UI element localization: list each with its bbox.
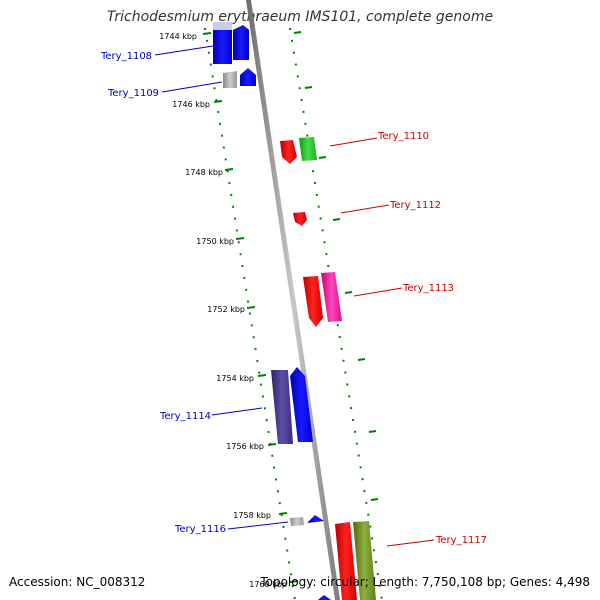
genome-backbone xyxy=(246,0,340,600)
gene-arrow[interactable] xyxy=(318,595,331,600)
length-label: Length: xyxy=(372,575,419,589)
tick-label: 1758 kbp xyxy=(233,511,271,520)
tick-mark xyxy=(318,156,327,159)
tick-label: 1750 kbp xyxy=(196,237,234,246)
tick-mark xyxy=(357,358,366,361)
leader-line xyxy=(353,287,403,297)
tick-mark xyxy=(289,580,299,583)
gene-arrow[interactable] xyxy=(280,140,297,164)
leader-line xyxy=(161,81,223,93)
gene-tery-1117[interactable] xyxy=(335,521,376,600)
gene-arrow[interactable] xyxy=(240,68,256,86)
tick-label: 1746 kbp xyxy=(172,100,210,109)
tick-mark xyxy=(370,498,379,501)
topology-label: Topology: xyxy=(260,575,317,589)
leader-line xyxy=(211,407,263,416)
gene-label-tery-1114[interactable]: Tery_1114 xyxy=(159,411,211,422)
genes-value: 4,498 xyxy=(555,575,590,589)
tick-mark xyxy=(267,443,277,446)
gene-tery-1109[interactable] xyxy=(223,68,256,88)
page-title: Trichodesmium erythraeum IMS101, complet… xyxy=(106,9,494,25)
tick-mark xyxy=(235,237,245,240)
accession-value: NC_008312 xyxy=(76,575,146,589)
tick-mark xyxy=(344,291,353,294)
gene-tery-1108[interactable] xyxy=(213,22,249,64)
tick-mark xyxy=(213,100,223,103)
tick-label: 1756 kbp xyxy=(226,442,264,451)
gene-arrow[interactable] xyxy=(290,367,313,442)
gene-label-tery-1110[interactable]: Tery_1110 xyxy=(377,131,429,142)
gene-label-tery-1117[interactable]: Tery_1117 xyxy=(435,535,487,546)
leader-line xyxy=(154,45,214,56)
gene-arrow[interactable] xyxy=(299,137,317,161)
tick-label: 1752 kbp xyxy=(207,305,245,314)
gene-label-tery-1108[interactable]: Tery_1108 xyxy=(100,51,152,62)
tick-mark xyxy=(368,430,377,433)
leader-line xyxy=(340,204,390,214)
gene-label-tery-1116[interactable]: Tery_1116 xyxy=(174,524,226,535)
gene-label-tery-1113[interactable]: Tery_1113 xyxy=(402,283,454,294)
leader-line xyxy=(329,137,378,147)
gene-label-tery-1109[interactable]: Tery_1109 xyxy=(107,88,159,99)
tick-mark xyxy=(224,168,234,171)
tick-mark xyxy=(246,306,256,309)
tick-mark xyxy=(304,86,313,89)
accession-label: Accession: xyxy=(9,575,73,589)
gene-arrow[interactable] xyxy=(303,276,323,327)
gene-arrow[interactable] xyxy=(293,212,307,226)
leader-line xyxy=(386,539,435,547)
gene-arrow[interactable] xyxy=(308,515,324,523)
tick-label: 1744 kbp xyxy=(159,32,197,41)
gene-tery-1116[interactable] xyxy=(290,515,324,526)
gene-tery-1112[interactable] xyxy=(293,212,307,226)
tick-label: 1754 kbp xyxy=(216,374,254,383)
gene-tery-1114[interactable] xyxy=(271,367,313,444)
gene-arrow[interactable] xyxy=(321,272,342,322)
gene-arrow[interactable] xyxy=(213,25,232,64)
gene-tery-1110[interactable] xyxy=(280,137,317,164)
minus-strand-track xyxy=(204,27,296,600)
gene-arrow[interactable] xyxy=(335,522,357,600)
tick-mark xyxy=(257,374,267,377)
gene-arrow[interactable] xyxy=(271,370,293,444)
tick-mark xyxy=(202,32,212,35)
gene-arrow[interactable] xyxy=(233,25,249,60)
tick-label: 1748 kbp xyxy=(185,168,223,177)
tick-label: 1760 kbp xyxy=(249,580,287,589)
gene-offscreen[interactable] xyxy=(318,595,331,600)
gene-arrow[interactable] xyxy=(223,71,237,88)
tick-mark xyxy=(332,218,341,221)
gene-label-tery-1112[interactable]: Tery_1112 xyxy=(389,200,441,211)
accession-info: Accession: NC_008312 xyxy=(9,575,145,589)
topology-value: circular xyxy=(320,575,365,589)
tick-marks xyxy=(202,31,379,583)
length-value: 7,750,108 bp xyxy=(421,575,502,589)
gene-arrow[interactable] xyxy=(353,521,376,600)
genome-summary: Topology: circular; Length: 7,750,108 bp… xyxy=(260,575,590,589)
tick-mark xyxy=(293,31,302,34)
gene-tery-1113[interactable] xyxy=(303,272,342,327)
gene-cap xyxy=(213,22,232,30)
tick-mark xyxy=(278,512,288,515)
leader-line xyxy=(227,521,289,530)
genes-label: Genes: xyxy=(509,575,552,589)
gene-arrow[interactable] xyxy=(290,517,304,526)
